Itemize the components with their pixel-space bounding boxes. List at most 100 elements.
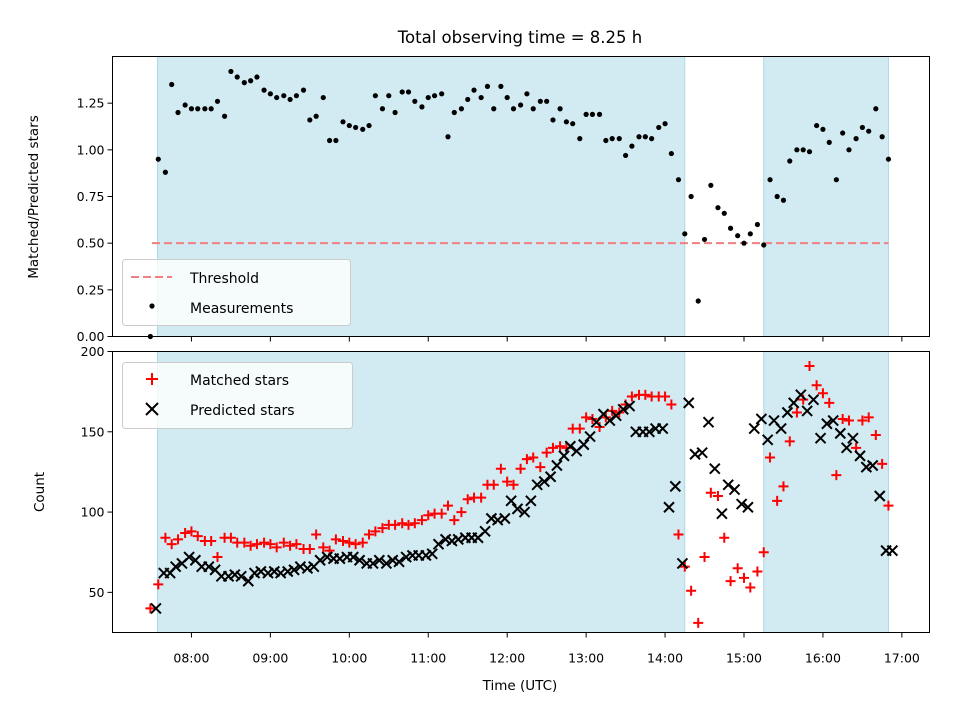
measurement-point <box>820 126 826 132</box>
measurement-point <box>234 74 240 80</box>
x-tick-label: 08:00 <box>173 651 209 666</box>
measurement-point <box>708 182 714 188</box>
measurement-point <box>248 78 254 84</box>
y-tick-label: 1.00 <box>77 142 105 157</box>
predicted-star-point <box>623 400 636 412</box>
y-tick-label: 0.75 <box>77 189 105 204</box>
measurement-point <box>853 136 859 142</box>
predicted-star-point <box>235 570 247 583</box>
measurement-point <box>589 111 596 117</box>
measurement-point <box>530 106 536 112</box>
predicted-star-point <box>169 560 182 573</box>
chart-title: Total observing time = 8.25 h <box>397 28 642 47</box>
predicted-star-point <box>874 490 886 502</box>
measurement-point <box>557 106 563 112</box>
predicted-star-point <box>775 422 787 435</box>
measurement-point <box>274 94 280 101</box>
bottom-y-axis-label: Count <box>32 472 48 512</box>
measurement-point <box>747 231 753 237</box>
measurement-point <box>287 96 293 103</box>
predicted-star-point <box>728 483 741 496</box>
predicted-star-point <box>702 416 715 428</box>
matched-star-point <box>271 542 282 553</box>
bottom-panel: 50 100 150 200 08:00 09:00 10:00 11:00 12:00 13:… <box>32 344 930 694</box>
matched-star-point <box>626 391 637 402</box>
matched-star-point <box>712 491 723 502</box>
matched-star-point <box>581 412 592 423</box>
matched-star-point <box>377 523 388 534</box>
y-tick-label: 0.25 <box>77 282 105 297</box>
matched-star-point <box>705 487 716 498</box>
predicted-star-point <box>801 405 813 417</box>
predicted-star-point <box>716 507 728 520</box>
predicted-star-point <box>847 432 859 444</box>
measurement-point <box>254 74 260 80</box>
matched-star-point <box>390 519 401 530</box>
measurement-point <box>484 83 491 89</box>
predicted-star-point <box>689 448 701 460</box>
matched-star-point <box>304 544 315 555</box>
measurement-point <box>405 89 412 95</box>
measurement-point <box>491 106 497 112</box>
measurement-point <box>675 177 682 183</box>
matched-star-point <box>488 479 499 490</box>
matched-star-point <box>462 494 473 505</box>
measurement-point <box>510 106 517 112</box>
measurement-point <box>701 236 708 243</box>
matched-star-point <box>456 507 467 518</box>
measurement-point <box>885 156 892 162</box>
measurement-point <box>261 87 267 93</box>
matched-star-point <box>831 470 842 481</box>
measurement-point <box>188 106 195 112</box>
measurement-point <box>293 93 300 99</box>
predicted-star-point <box>538 475 550 488</box>
measurement-point <box>570 121 576 127</box>
matched-star-point <box>225 532 236 543</box>
measurement-point <box>800 147 806 153</box>
measurement-point <box>182 102 188 108</box>
measurement-point <box>504 94 510 101</box>
matched-star-point <box>449 515 460 526</box>
measurement-point <box>814 122 820 129</box>
top-y-ticks: 0.00 0.25 0.50 0.75 1.00 1.25 <box>77 96 113 344</box>
matched-star-point <box>160 532 171 543</box>
predicted-star-point <box>203 560 215 573</box>
predicted-star-point <box>781 406 794 419</box>
measurement-point <box>313 113 319 119</box>
predicted-star-point <box>821 418 833 430</box>
measurement-point <box>636 134 642 140</box>
matched-star-point <box>495 463 506 474</box>
matched-star-point <box>416 515 427 526</box>
x-tick-label: 16:00 <box>805 651 841 666</box>
measurement-point <box>372 93 378 99</box>
measurement-point <box>228 68 234 75</box>
y-tick-label: 200 <box>81 344 105 359</box>
predicted-star-point <box>854 450 866 462</box>
matched-star-point <box>502 476 513 487</box>
measurement-point <box>550 117 556 123</box>
measurement-point <box>846 147 852 153</box>
predicted-star-point <box>432 538 445 550</box>
matched-star-point <box>423 510 434 521</box>
predicted-star-point <box>380 557 393 570</box>
predicted-star-point <box>840 442 853 454</box>
measurement-point <box>267 91 273 97</box>
matched-star-point <box>877 458 888 469</box>
x-tick-label: 12:00 <box>489 651 525 666</box>
matched-star-point <box>857 415 868 426</box>
measurement-point <box>767 177 773 183</box>
x-axis-label: Time (UTC) <box>482 678 558 694</box>
predicted-star-point <box>761 434 774 446</box>
measurement-point <box>465 96 471 103</box>
matched-star-point <box>699 552 710 563</box>
predicted-star-point <box>748 422 760 435</box>
matched-star-point <box>145 603 156 614</box>
measurement-point <box>300 87 307 93</box>
measurement-point <box>794 147 800 153</box>
x-tick-label: 09:00 <box>252 651 288 666</box>
measurement-point <box>826 139 832 145</box>
predicted-star-point <box>242 575 254 587</box>
matched-star-point <box>291 539 302 550</box>
matched-star-point <box>285 540 296 551</box>
measurement-point <box>478 94 484 101</box>
